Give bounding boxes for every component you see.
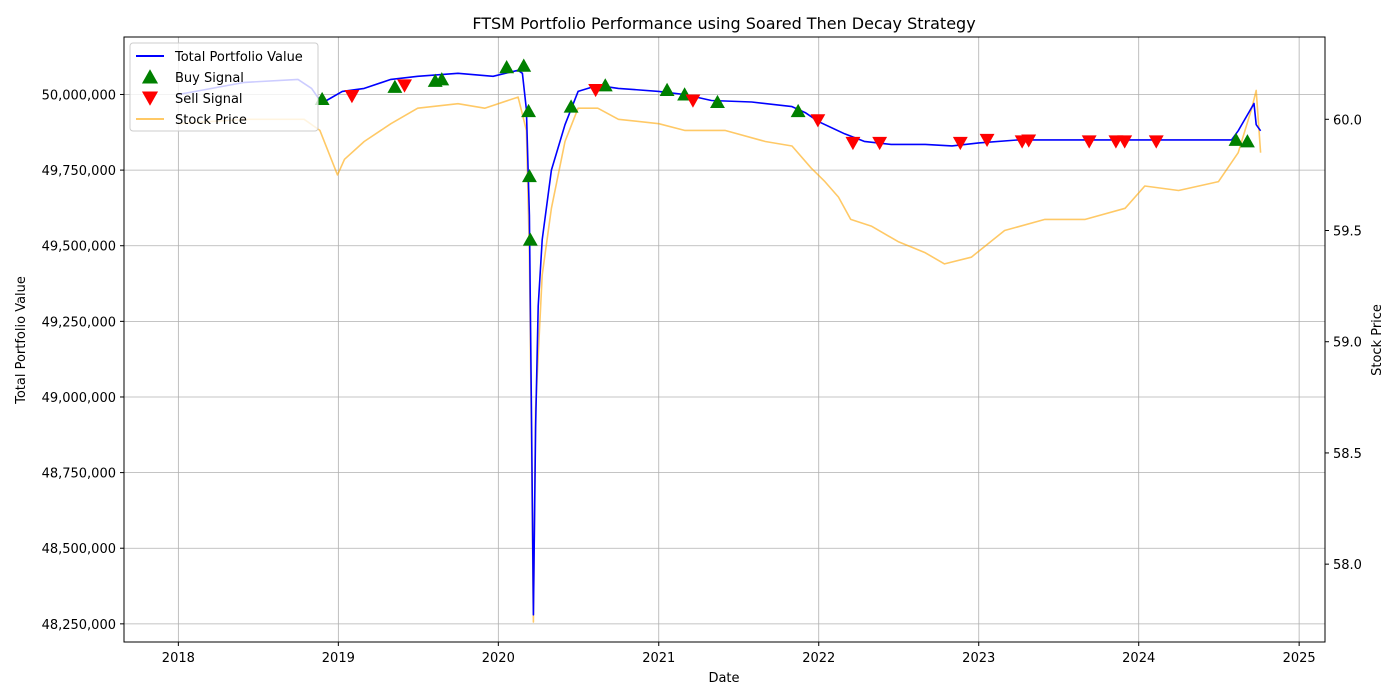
x-tick-label: 2022 (802, 651, 835, 666)
x-tick-label: 2021 (642, 651, 675, 666)
signal-markers (314, 58, 1255, 246)
y-tick-label: 48,250,000 (42, 618, 116, 633)
y2-tick-label: 60.0 (1333, 113, 1362, 128)
sell-signal-marker (810, 114, 826, 128)
y2-tick-label: 58.5 (1333, 447, 1362, 462)
buy-signal-marker (1239, 134, 1255, 148)
y2-tick-label: 58.0 (1333, 558, 1362, 573)
sell-signal-marker (845, 136, 861, 151)
sell-signal-marker (1148, 135, 1164, 149)
portfolio-value-line (178, 69, 1262, 616)
x-tick-label: 2024 (1122, 651, 1155, 666)
y-tick-label: 48,750,000 (42, 467, 116, 482)
y-tick-label: 49,500,000 (42, 240, 116, 255)
buy-signal-marker (521, 103, 537, 118)
y-tick-label: 48,500,000 (42, 542, 116, 557)
y-tick-label: 49,000,000 (42, 391, 116, 406)
chart-title: FTSM Portfolio Performance using Soared … (472, 14, 975, 33)
legend-label: Sell Signal (175, 92, 243, 107)
buy-signal-marker (659, 82, 675, 96)
buy-signal-marker (563, 99, 579, 113)
sell-signal-marker (1117, 135, 1133, 149)
stock-price-line (178, 89, 1262, 623)
y-tick-label: 49,750,000 (42, 164, 116, 179)
plot-frame (123, 36, 1326, 643)
x-tick-label: 2019 (322, 651, 355, 666)
buy-signal-marker (522, 168, 537, 183)
buy-signal-marker (516, 58, 532, 72)
y-axis-label: Total Portfolio Value (14, 276, 29, 405)
buy-signal-marker (790, 103, 806, 118)
buy-signal-marker (710, 94, 725, 109)
sell-signal-marker (952, 136, 968, 151)
x-tick-label: 2025 (1283, 651, 1316, 666)
buy-signal-marker (499, 60, 515, 74)
sell-signal-marker (344, 89, 360, 104)
legend: Total Portfolio Value Buy Signal Sell Sign… (129, 42, 319, 132)
y-tick-label: 50,000,000 (42, 88, 116, 103)
stock-price-layer (178, 89, 1262, 623)
y2-tick-label: 59.5 (1333, 225, 1362, 240)
sell-signal-marker (1081, 135, 1097, 149)
x-tick-label: 2018 (162, 651, 195, 666)
y-tick-label: 49,250,000 (42, 315, 116, 330)
y2-axis-label: Stock Price (1370, 304, 1385, 376)
sell-signal-marker (685, 94, 701, 108)
sell-signal-marker (979, 133, 995, 148)
legend-swatch (141, 69, 159, 84)
y2-tick-label: 59.0 (1333, 336, 1362, 351)
sell-signal-marker (872, 136, 888, 151)
legend-swatch (141, 91, 159, 106)
legend-label: Buy Signal (175, 71, 244, 86)
buy-signal-marker (1228, 132, 1244, 146)
sell-signal-marker (397, 79, 412, 93)
axes: 2018 2019 2020 2021 2022 2023 2024 2025 48,250,0… (42, 88, 1362, 666)
legend-box (129, 42, 319, 132)
sell-signal-marker (1021, 134, 1037, 148)
portfolio-value-layer (178, 69, 1262, 616)
x-tick-label: 2023 (962, 651, 995, 666)
buy-signal-marker (434, 72, 450, 86)
buy-signal-marker (387, 79, 403, 93)
legend-label: Stock Price (175, 113, 247, 128)
grid (124, 37, 1325, 642)
sell-signal-marker (588, 83, 604, 98)
x-axis-label: Date (708, 671, 739, 686)
buy-signal-marker (597, 78, 613, 92)
x-tick-label: 2020 (482, 651, 515, 666)
buy-signal-marker (522, 232, 538, 246)
legend-label: Total Portfolio Value (174, 50, 303, 65)
